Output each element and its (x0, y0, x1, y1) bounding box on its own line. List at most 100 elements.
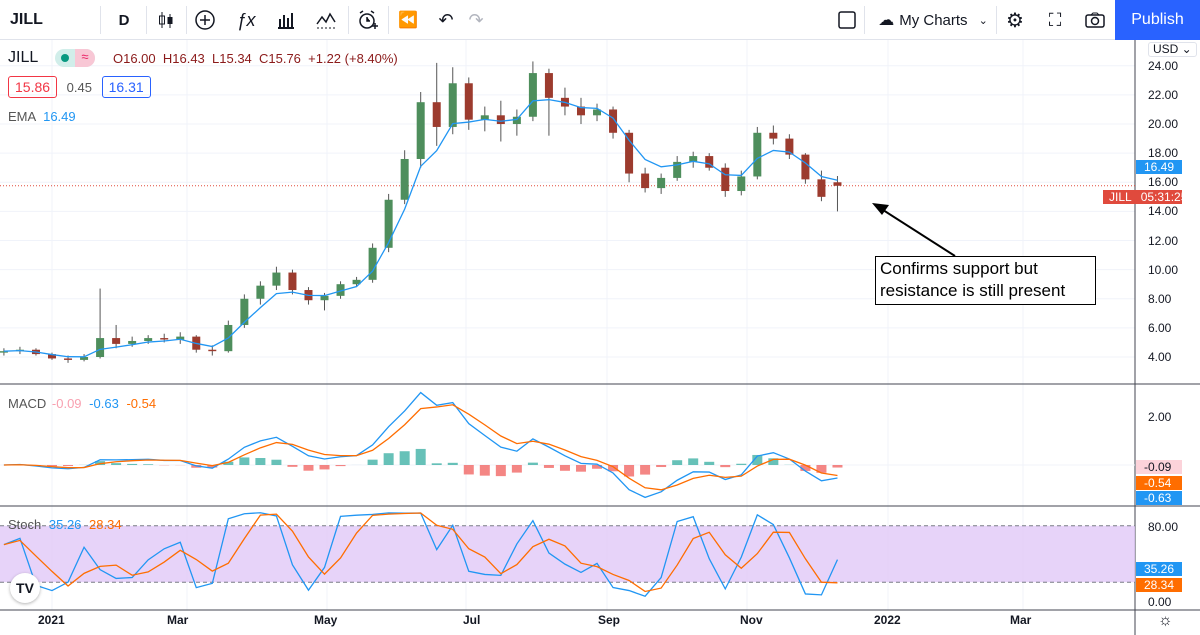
macd-histogram-bar (383, 453, 394, 465)
top-toolbar: JILL D ƒx ⏪ ↶ ↷ ☁ My Charts ⌄ ⚙ ⛶ Publish (0, 0, 1200, 40)
arrow-head-icon (872, 203, 889, 215)
ema-legend[interactable]: EMA 16.49 (8, 109, 76, 124)
last-price-tag: JILL 05:31:25 (1103, 190, 1187, 204)
camera-icon[interactable] (1084, 0, 1106, 40)
price-axis-tick: 10.00 (1148, 262, 1179, 277)
candle-body (721, 167, 730, 192)
currency-select[interactable]: USD ⌄ (1148, 42, 1197, 57)
macd-histogram-bar (287, 465, 298, 467)
macd-histogram-bar (47, 465, 57, 467)
chevron-down-icon: ⌄ (978, 14, 988, 27)
macd-histogram-bar (608, 465, 619, 472)
candle-body (480, 115, 489, 120)
macd-legend[interactable]: MACD -0.09 -0.63 -0.54 (8, 396, 157, 411)
candle-body (176, 336, 185, 340)
candle-body (769, 132, 778, 139)
publish-button[interactable]: Publish (1115, 0, 1200, 40)
macd-histogram-bar (592, 465, 603, 469)
macd-histogram-bar (143, 464, 154, 465)
macd-histogram-bar (832, 465, 843, 468)
price-axis-tick: 8.00 (1148, 291, 1172, 306)
candle-body (657, 177, 666, 189)
my-charts-button[interactable]: ☁ My Charts ⌄ (873, 0, 993, 40)
replay-icon[interactable]: ⏪ (398, 12, 418, 29)
macd-line (3, 391, 838, 499)
macd-histogram-bar (543, 465, 554, 468)
stoch-k-tag: 35.26 (1136, 562, 1182, 576)
candle-body (737, 176, 746, 192)
time-label: 2021 (38, 613, 65, 627)
macd-histogram-bar (447, 462, 458, 465)
stoch-legend[interactable]: Stoch 35.26 28.34 (8, 517, 122, 532)
macd-histogram-bar (239, 457, 250, 465)
candle-body (528, 73, 537, 117)
macd-histogram-bar (688, 458, 699, 465)
layout-icon[interactable] (836, 0, 858, 40)
time-label: Jul (463, 613, 481, 627)
time-label: May (314, 613, 338, 627)
candle-body (400, 158, 409, 200)
ask-price[interactable]: 16.31 (101, 76, 151, 98)
macd-histogram-bar (319, 465, 330, 470)
market-status-badge[interactable]: ≈ (55, 49, 95, 67)
candle-body (48, 354, 56, 359)
redo-icon[interactable]: ↷ (468, 9, 484, 30)
macd-histogram-bar (495, 465, 506, 477)
macd-line-tag: -0.63 (1136, 491, 1182, 505)
price-axis-tick: 12.00 (1148, 233, 1179, 248)
undo-icon[interactable]: ↶ (438, 9, 454, 30)
macd-histogram-bar (575, 465, 586, 472)
macd-histogram-bar (111, 463, 122, 465)
candle-body (208, 349, 217, 352)
candle-body (416, 102, 425, 159)
fx-icon[interactable]: ƒx (236, 9, 256, 30)
gear-icon[interactable]: ⚙ (1006, 9, 1024, 32)
candle-body (593, 109, 602, 116)
macd-histogram-bar (367, 459, 378, 465)
annotation-callout[interactable]: Confirms support but resistance is still… (875, 256, 1096, 305)
candle-body (801, 154, 810, 180)
macd-signal-tag: -0.54 (1136, 476, 1182, 490)
price-axis-tick: 4.00 (1148, 350, 1172, 364)
annotation-arrow (879, 207, 956, 257)
tradingview-logo[interactable]: TV (10, 573, 40, 603)
candle-body (641, 173, 650, 189)
macd-histogram-bar (768, 458, 779, 465)
candle-body (112, 338, 121, 344)
candle-body (673, 161, 682, 178)
alert-add-icon[interactable] (356, 0, 380, 40)
ema-price-tag: 16.49 (1136, 160, 1182, 174)
candle-body (512, 116, 521, 125)
interval-button[interactable]: D (118, 11, 130, 29)
stoch-axis-tick: 80.00 (1148, 520, 1179, 534)
candles-icon[interactable] (155, 0, 177, 40)
symbol-search[interactable]: JILL (10, 11, 43, 28)
price-axis-tick: 6.00 (1148, 320, 1172, 335)
candle-body (705, 156, 714, 168)
macd-histogram-bar (672, 460, 683, 465)
candle-body (288, 272, 297, 291)
time-label: Nov (740, 613, 763, 627)
macd-histogram-bar (479, 465, 490, 476)
settings-gear-icon[interactable]: ☼ (1158, 612, 1173, 629)
bid-price[interactable]: 15.86 (8, 76, 58, 98)
fullscreen-icon[interactable]: ⛶ (1048, 9, 1062, 30)
candle-body (128, 340, 137, 344)
time-label: Sep (598, 613, 621, 627)
indicator-icon[interactable] (315, 0, 337, 40)
price-axis-tick: 22.00 (1148, 87, 1179, 102)
add-icon[interactable] (194, 0, 216, 40)
bar-chart-icon[interactable] (275, 0, 297, 40)
macd-histogram-bar (431, 463, 442, 465)
macd-histogram-bar (800, 465, 811, 471)
legend-symbol: JILL (8, 49, 39, 66)
candle-body (817, 179, 826, 197)
candle-body (96, 338, 105, 357)
price-axis-tick: 16.00 (1148, 175, 1179, 190)
ohlc-values: O16.00 H16.43 L15.34 C15.76 +1.22 (+8.40… (113, 51, 398, 66)
my-charts-label: My Charts (899, 11, 968, 29)
macd-histogram-bar (255, 458, 266, 465)
candle-body (432, 102, 441, 127)
macd-hist-tag: -0.09 (1136, 460, 1182, 474)
